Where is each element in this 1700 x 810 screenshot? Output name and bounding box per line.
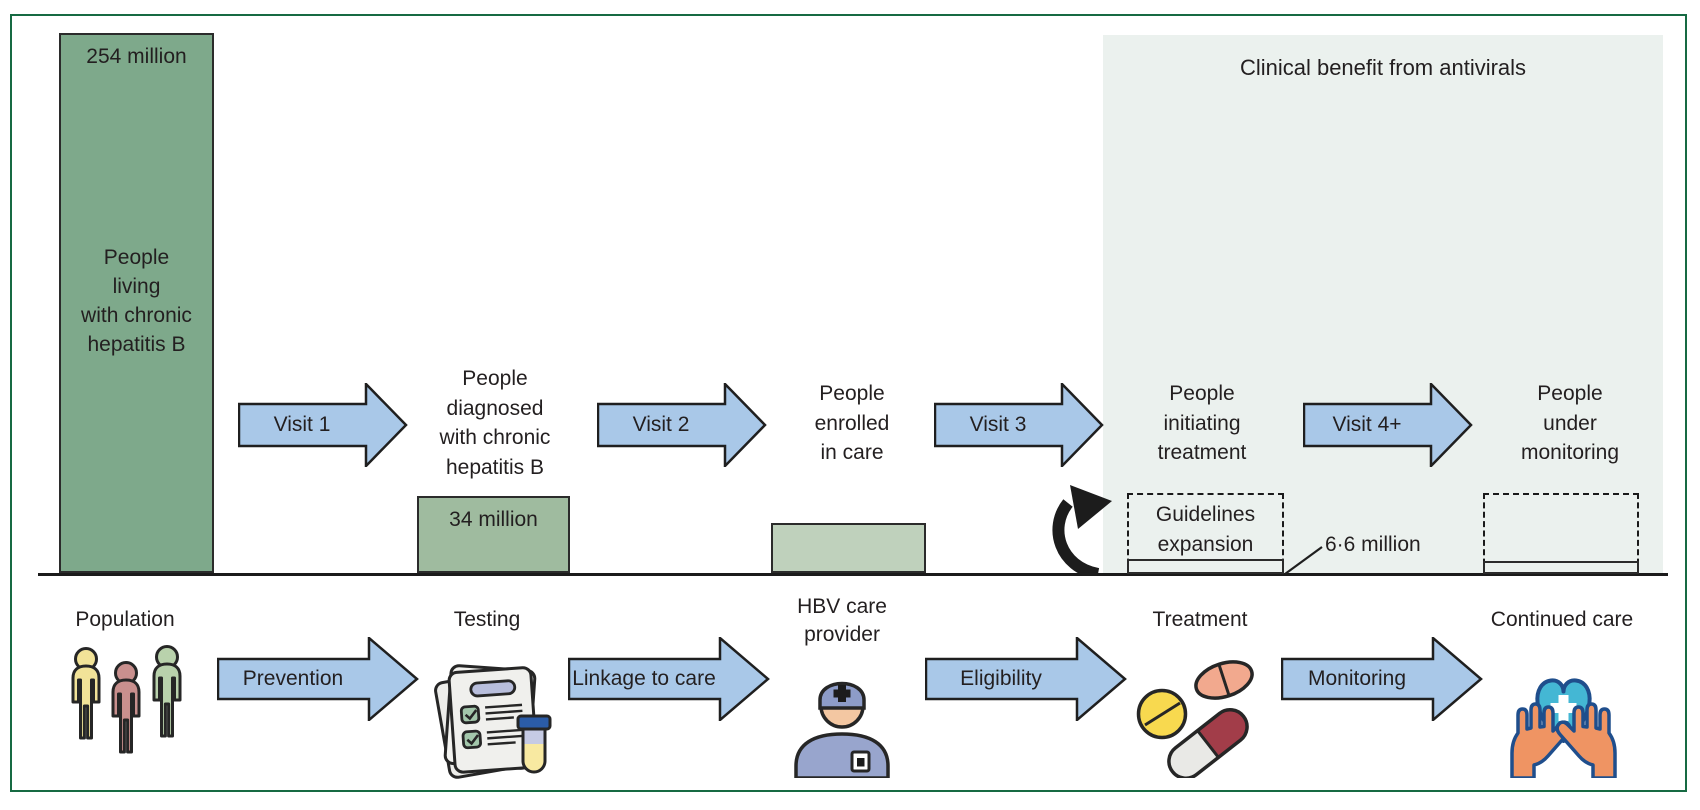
test-tube-icon [516, 714, 552, 774]
linkage-arrow [568, 637, 770, 721]
stage-label-population: Population [75, 608, 175, 631]
person-red [111, 661, 141, 754]
bar-living-value: 254 million [86, 45, 187, 68]
stage-label-enrolled: People enrolled in care [814, 382, 890, 464]
stage-label-monitoring: People under monitoring [1520, 382, 1620, 464]
callout-line [1284, 546, 1323, 575]
visit3-arrow-label: Visit 3 [969, 413, 1027, 436]
visit2-arrow [597, 383, 767, 467]
eligibility-arrow-label: Eligibility [960, 667, 1042, 690]
pills-icon [1136, 660, 1254, 778]
nurse-icon [794, 681, 890, 778]
initiating-value-annotation: 6·6 million [1325, 533, 1421, 556]
visit1-arrow-label: Visit 1 [273, 413, 331, 436]
visit4-arrow-label: Visit 4+ [1332, 413, 1402, 436]
curved-arrow-icon [1052, 485, 1112, 576]
visit2-arrow-label: Visit 2 [632, 413, 690, 436]
clinical-benefit-region [1103, 35, 1663, 574]
stage-label-treatment: Treatment [1152, 608, 1248, 631]
person-green [152, 645, 182, 738]
visit3-arrow [934, 383, 1104, 467]
bar-diagnosed-value: 34 million [449, 508, 538, 531]
prevention-arrow [217, 637, 419, 721]
person-yellow [71, 647, 101, 740]
three-people-icon [71, 645, 182, 754]
visit4-arrow [1303, 383, 1473, 467]
stage-label-provider: HBV care provider [797, 595, 887, 646]
stage-label-continued-care: Continued care [1490, 608, 1634, 631]
bar-people-living: 254 million People living with chronic h… [59, 33, 214, 573]
stage-label-initiating: People initiating treatment [1157, 382, 1247, 464]
clinical-benefit-label: Clinical benefit from antivirals [1239, 55, 1527, 80]
bar-living-label: People living with chronic hepatitis B [81, 246, 192, 356]
prevention-arrow-label: Prevention [242, 667, 344, 690]
bar-people-under-monitoring [1483, 561, 1639, 574]
baseline-axis [38, 573, 1668, 576]
visit1-arrow [238, 383, 408, 467]
figure-border [10, 14, 1687, 792]
heart-in-hands-icon [1510, 678, 1617, 778]
linkage-arrow-label: Linkage to care [572, 667, 716, 690]
stage-label-testing: Testing [453, 608, 521, 631]
bar-people-diagnosed: 34 million [417, 496, 570, 573]
stage-label-diagnosed: People diagnosed with chronic hepatitis … [439, 367, 551, 479]
checklist-and-test-tube-icon [434, 664, 552, 779]
monitoring-arrow [1281, 637, 1483, 721]
bar-people-enrolled [771, 523, 926, 573]
bar-people-initiating-treatment [1127, 559, 1284, 574]
eligibility-arrow [925, 637, 1127, 721]
monitoring-arrow-label: Monitoring [1307, 667, 1407, 690]
